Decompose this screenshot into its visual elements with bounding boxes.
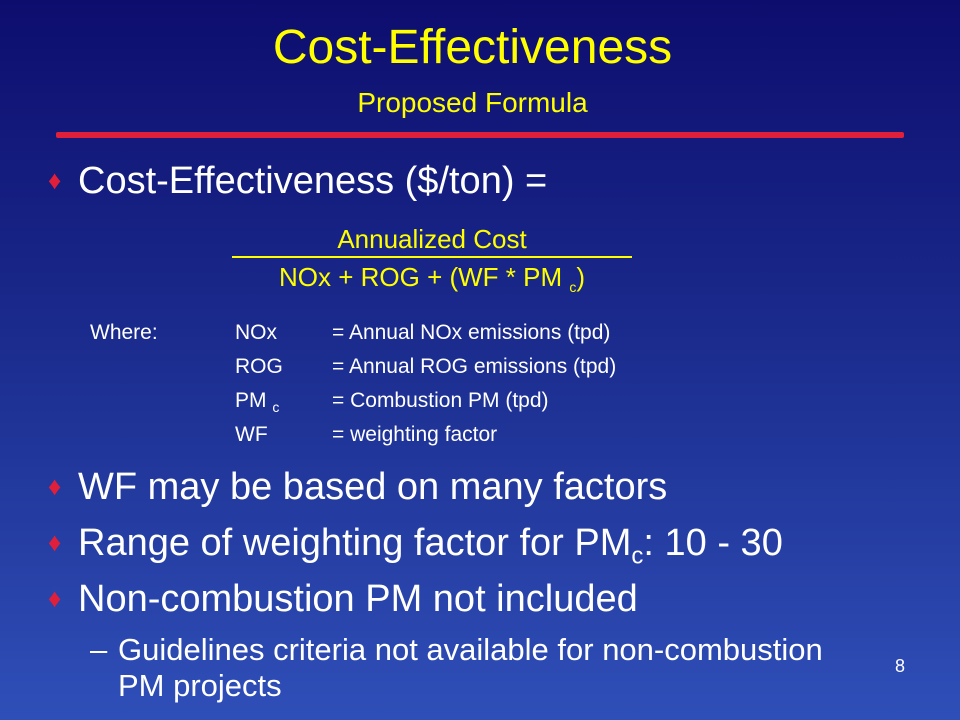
bullet-text: Range of weighting factor for PMc: 10 - … <box>78 522 783 570</box>
sub-bullet: – Guidelines criteria not available for … <box>90 632 838 704</box>
where-term: ROG <box>235 355 283 378</box>
bullet-non-combustion: ♦ Non-combustion PM not included <box>48 576 638 621</box>
where-row: Where: NOx = Annual NOx emissions (tpd) <box>90 316 616 350</box>
formula-denominator: NOx + ROG + (WF * PM c) <box>232 260 632 304</box>
where-definition: = Annual ROG emissions (tpd) <box>332 355 617 378</box>
bullet-weighting-range: ♦ Range of weighting factor for PMc: 10 -… <box>48 520 783 579</box>
formula-fraction: Annualized Cost NOx + ROG + (WF * PM c) <box>232 222 632 304</box>
denominator-main: NOx + ROG + (WF * PM <box>278 262 570 292</box>
formula-numerator: Annualized Cost <box>232 222 632 258</box>
where-term: NOx <box>235 321 277 344</box>
sub-bullet-text: Guidelines criteria not available for no… <box>118 632 823 703</box>
denominator-subscript: c <box>569 279 577 296</box>
where-label: Where: <box>90 321 158 344</box>
bullet-cost-effectiveness: ♦ Cost-Effectiveness ($/ton) = <box>48 158 547 203</box>
slide-title: Cost-Effectiveness <box>272 21 673 74</box>
where-definition: = Annual NOx emissions (tpd) <box>332 321 611 344</box>
title-divider <box>56 132 904 138</box>
where-row: WF = weighting factor <box>90 418 616 452</box>
bullet-wf-factors: ♦ WF may be based on many factors <box>48 464 667 509</box>
where-term: WF <box>235 423 268 446</box>
where-definitions: Where: NOx = Annual NOx emissions (tpd) … <box>90 316 616 452</box>
dash-marker: – <box>90 632 108 667</box>
pm-subscript: c <box>631 542 644 570</box>
bullet-text: Non-combustion PM not included <box>78 578 638 620</box>
where-definition: = weighting factor <box>332 423 498 446</box>
where-term: PM c <box>235 389 280 416</box>
diamond-icon: ♦ <box>48 471 62 501</box>
diamond-icon: ♦ <box>48 583 62 613</box>
where-row: PM c = Combustion PM (tpd) <box>90 384 616 418</box>
slide-subtitle: Proposed Formula <box>357 87 588 118</box>
where-definition: = Combustion PM (tpd) <box>332 389 549 412</box>
denominator-close: ) <box>576 262 586 292</box>
bullet-text: WF may be based on many factors <box>78 466 668 508</box>
where-row: ROG = Annual ROG emissions (tpd) <box>90 350 616 384</box>
page-number: 8 <box>895 656 906 676</box>
bullet-text: Cost-Effectiveness ($/ton) = <box>78 160 548 202</box>
diamond-icon: ♦ <box>48 165 62 195</box>
diamond-icon: ♦ <box>48 527 62 557</box>
